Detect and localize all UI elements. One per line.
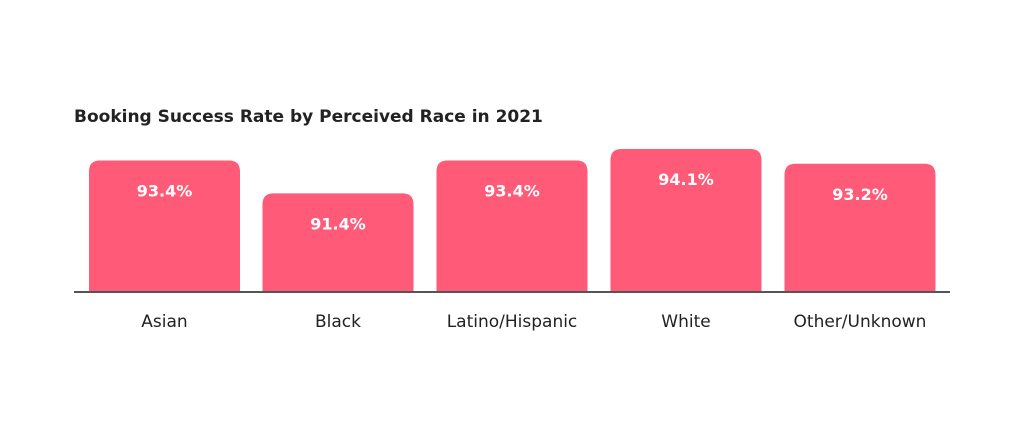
bar-value-label-latino-hispanic: 93.4% bbox=[484, 182, 540, 201]
bar-value-label-white: 94.1% bbox=[658, 170, 714, 189]
bar-value-label-other-unknown: 93.2% bbox=[832, 185, 888, 204]
bar-black bbox=[262, 193, 414, 292]
category-label-asian: Asian bbox=[141, 312, 187, 332]
chart-title: Booking Success Rate by Perceived Race i… bbox=[74, 107, 543, 127]
category-labels: Asian Black Latino/Hispanic White Other/Unkn… bbox=[141, 312, 926, 332]
bar-latino-hispanic bbox=[436, 160, 588, 292]
category-label-other-unknown: Other/Unknown bbox=[794, 312, 927, 332]
category-label-latino-hispanic: Latino/Hispanic bbox=[447, 312, 578, 332]
bar-value-label-black: 91.4% bbox=[310, 214, 366, 233]
category-label-black: Black bbox=[315, 312, 361, 332]
bar-white bbox=[610, 149, 762, 292]
bar-asian bbox=[89, 160, 240, 292]
bars-group: 93.4% 91.4% 93.4% 94.1% 93.2% bbox=[89, 149, 936, 292]
bar-other-unknown bbox=[784, 163, 936, 292]
bar-value-label-asian: 93.4% bbox=[137, 182, 193, 201]
category-label-white: White bbox=[661, 312, 710, 332]
